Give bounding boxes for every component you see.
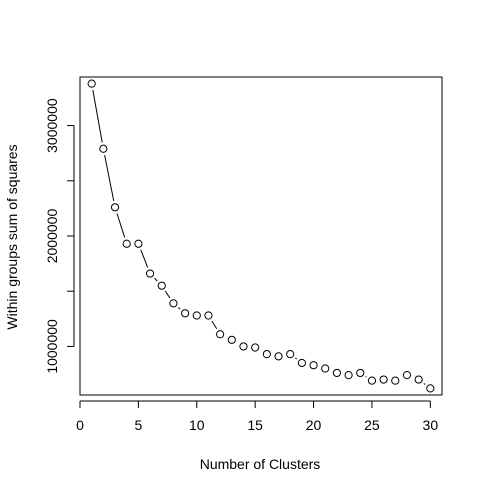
data-point <box>158 282 165 289</box>
data-point <box>135 240 142 247</box>
y-axis-label: Within groups sum of squares <box>4 144 20 329</box>
data-point <box>170 300 177 307</box>
data-point <box>88 80 95 87</box>
data-point <box>123 240 130 247</box>
data-point <box>181 310 188 317</box>
y-tick-label: 1000000 <box>44 319 60 374</box>
data-point <box>298 359 305 366</box>
x-tick-label: 10 <box>189 417 205 433</box>
data-point <box>240 343 247 350</box>
data-point <box>345 372 352 379</box>
data-point <box>205 312 212 319</box>
data-point <box>392 377 399 384</box>
data-point <box>380 376 387 383</box>
x-tick-label: 0 <box>76 417 84 433</box>
x-tick-label: 25 <box>364 417 380 433</box>
y-tick-label: 3000000 <box>44 98 60 153</box>
data-point <box>146 270 153 277</box>
data-point <box>333 369 340 376</box>
x-axis-label: Number of Clusters <box>200 456 321 472</box>
data-point <box>252 344 259 351</box>
data-point <box>357 369 364 376</box>
data-point <box>263 351 270 358</box>
data-point <box>217 331 224 338</box>
x-tick-label: 15 <box>247 417 263 433</box>
y-tick-label: 2000000 <box>44 209 60 264</box>
data-point <box>100 145 107 152</box>
x-tick-label: 30 <box>423 417 439 433</box>
data-point <box>310 362 317 369</box>
data-point <box>193 312 200 319</box>
x-tick-label: 20 <box>306 417 322 433</box>
series-segment <box>366 377 367 378</box>
data-point <box>275 353 282 360</box>
data-point <box>228 336 235 343</box>
data-point <box>415 376 422 383</box>
data-point <box>111 204 118 211</box>
data-point <box>368 377 375 384</box>
data-point <box>427 385 434 392</box>
data-point <box>403 372 410 379</box>
x-tick-label: 5 <box>134 417 142 433</box>
data-point <box>287 351 294 358</box>
data-point <box>322 365 329 372</box>
